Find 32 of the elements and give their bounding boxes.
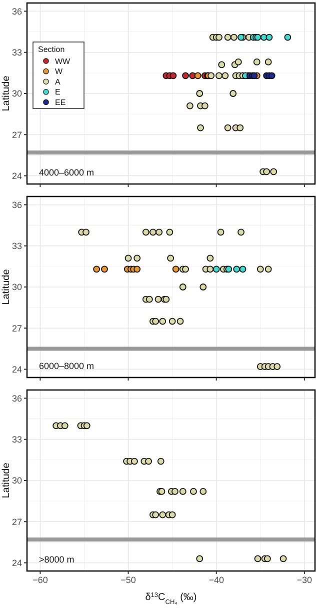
annotation: >8000 m bbox=[39, 554, 74, 565]
y-tick-label: 27 bbox=[12, 130, 22, 140]
x-tick-label: −50 bbox=[120, 575, 136, 585]
y-tick-label: 33 bbox=[12, 434, 22, 445]
y-tick-label: 36 bbox=[12, 200, 22, 210]
y-tick-label: 24 bbox=[12, 170, 22, 181]
y-axis-title: Latitude bbox=[1, 268, 12, 305]
y-tick-label: 36 bbox=[12, 393, 22, 404]
x-tick-label: −60 bbox=[32, 575, 48, 585]
y-tick-label: 24 bbox=[12, 558, 22, 568]
y-tick-label: 33 bbox=[12, 241, 22, 252]
x-axis-title: δ$^{13}$C$_{CH₄}$ (‰) bbox=[145, 592, 197, 606]
y-tick-label: 24 bbox=[12, 364, 22, 374]
x-tick-label: −40 bbox=[208, 575, 224, 585]
y-tick-label: 33 bbox=[12, 48, 22, 58]
x-tick-label: −30 bbox=[296, 575, 312, 585]
y-axis-title: Latitude bbox=[1, 75, 12, 112]
y-axis-title: Latitude bbox=[1, 462, 12, 498]
legend-label: EE bbox=[55, 98, 66, 107]
legend-label: WW bbox=[55, 56, 71, 66]
y-tick-label: 30 bbox=[12, 282, 22, 292]
y-tick-label: 30 bbox=[12, 476, 22, 486]
y-tick-label: 30 bbox=[12, 88, 22, 99]
annotation: 4000–6000 m bbox=[39, 168, 94, 178]
y-tick-label: 36 bbox=[12, 6, 22, 16]
legend-label: E bbox=[55, 88, 60, 97]
y-tick-label: 27 bbox=[12, 516, 22, 527]
y-tick-label: 27 bbox=[12, 323, 22, 334]
legend-title: Section bbox=[38, 45, 65, 54]
legend-label: W bbox=[55, 67, 63, 76]
legend-label: A bbox=[55, 77, 61, 86]
annotation: 6000–8000 m bbox=[39, 361, 94, 372]
